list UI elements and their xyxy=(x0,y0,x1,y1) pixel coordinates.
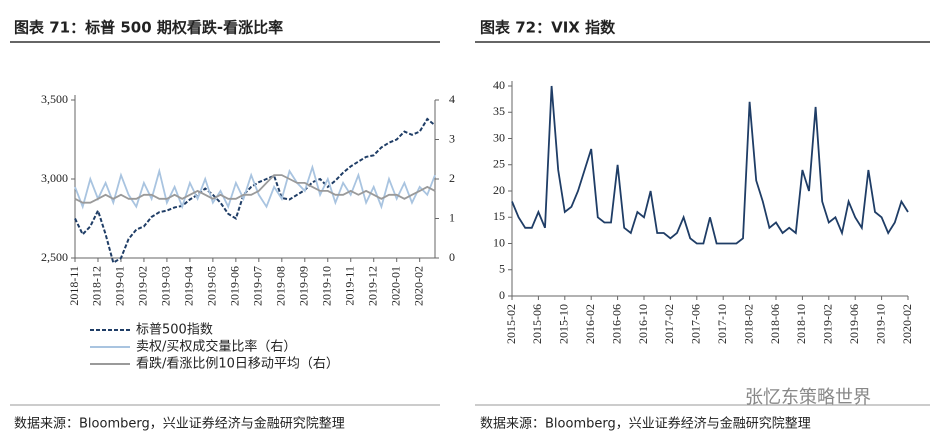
watermark: 张忆东策略世界 xyxy=(745,387,871,408)
x-tick-label: 2019-02 xyxy=(821,304,835,344)
x-tick-label: 2018-12 xyxy=(90,266,104,306)
y-tick-label: 0 xyxy=(499,288,505,302)
x-tick-label: 2016-06 xyxy=(609,304,623,344)
x-tick-label: 2015-10 xyxy=(557,304,571,344)
x-tick-label: 2018-02 xyxy=(741,304,755,344)
y-tick-label: 20 xyxy=(493,183,505,197)
series-line xyxy=(74,164,436,210)
y2-tick-label: 3 xyxy=(449,131,455,145)
x-tick-label: 2019-02 xyxy=(136,266,150,306)
y2-tick-label: 4 xyxy=(449,92,455,106)
y-tick-label: 10 xyxy=(493,235,505,249)
x-tick-label: 2019-07 xyxy=(251,266,265,306)
y-tick-label: 35 xyxy=(493,104,505,118)
series-line xyxy=(74,117,436,265)
source: 数据来源：Bloomberg，兴业证券经济与金融研究院整理 xyxy=(14,416,345,432)
x-tick-label: 2019-06 xyxy=(228,266,242,306)
y2-tick-label: 2 xyxy=(449,171,455,185)
series-line xyxy=(74,174,436,204)
y-tick-label: 5 xyxy=(499,262,505,276)
legend-label: 看跌/看涨比例10日移动平均（右） xyxy=(136,356,339,372)
x-tick-label: 2016-02 xyxy=(583,304,597,344)
y2-tick-label: 1 xyxy=(449,210,455,224)
x-tick-label: 2019-10 xyxy=(873,304,887,344)
y-tick-label: 40 xyxy=(493,78,505,92)
x-tick-label: 2018-11 xyxy=(67,266,81,306)
y-tick-label: 2,500 xyxy=(41,250,68,264)
y-tick-label: 25 xyxy=(493,157,505,171)
x-tick-label: 2015-02 xyxy=(504,304,518,344)
x-tick-label: 2019-08 xyxy=(274,266,288,306)
x-tick-label: 2019-09 xyxy=(297,266,311,306)
y-tick-label: 3,000 xyxy=(41,171,68,185)
x-tick-label: 2018-06 xyxy=(768,304,782,344)
source: 数据来源：Bloomberg，兴业证券经济与金融研究院整理 xyxy=(480,416,811,432)
x-tick-label: 2020-02 xyxy=(411,266,425,306)
x-tick-label: 2017-02 xyxy=(662,304,676,344)
x-tick-label: 2019-11 xyxy=(342,266,356,306)
x-tick-label: 2019-10 xyxy=(320,266,334,306)
x-tick-label: 2019-12 xyxy=(365,266,379,306)
legend-label: 卖权/买权成交量比率（右） xyxy=(136,339,296,355)
chart-title: 图表 71：标普 500 期权看跌-看涨比率 xyxy=(14,19,283,37)
x-tick-label: 2020-01 xyxy=(388,266,402,306)
x-tick-label: 2016-10 xyxy=(636,304,650,344)
series-line xyxy=(511,85,909,245)
x-tick-label: 2019-01 xyxy=(113,266,127,306)
x-tick-label: 2017-10 xyxy=(715,304,729,344)
legend-label: 标普500指数 xyxy=(136,323,213,338)
chart-title: 图表 72：VIX 指数 xyxy=(480,19,616,37)
y-tick-label: 15 xyxy=(493,209,505,223)
y-tick-label: 30 xyxy=(493,130,505,144)
y2-tick-label: 0 xyxy=(449,250,455,264)
x-tick-label: 2019-03 xyxy=(159,266,173,306)
x-tick-label: 2020-02 xyxy=(900,304,914,344)
x-tick-label: 2019-05 xyxy=(205,266,219,306)
x-tick-label: 2019-04 xyxy=(182,266,196,306)
x-tick-label: 2018-10 xyxy=(794,304,808,344)
x-tick-label: 2015-06 xyxy=(530,304,544,344)
x-tick-label: 2019-06 xyxy=(847,304,861,344)
x-tick-label: 2017-06 xyxy=(689,304,703,344)
y-tick-label: 3,500 xyxy=(41,92,68,106)
